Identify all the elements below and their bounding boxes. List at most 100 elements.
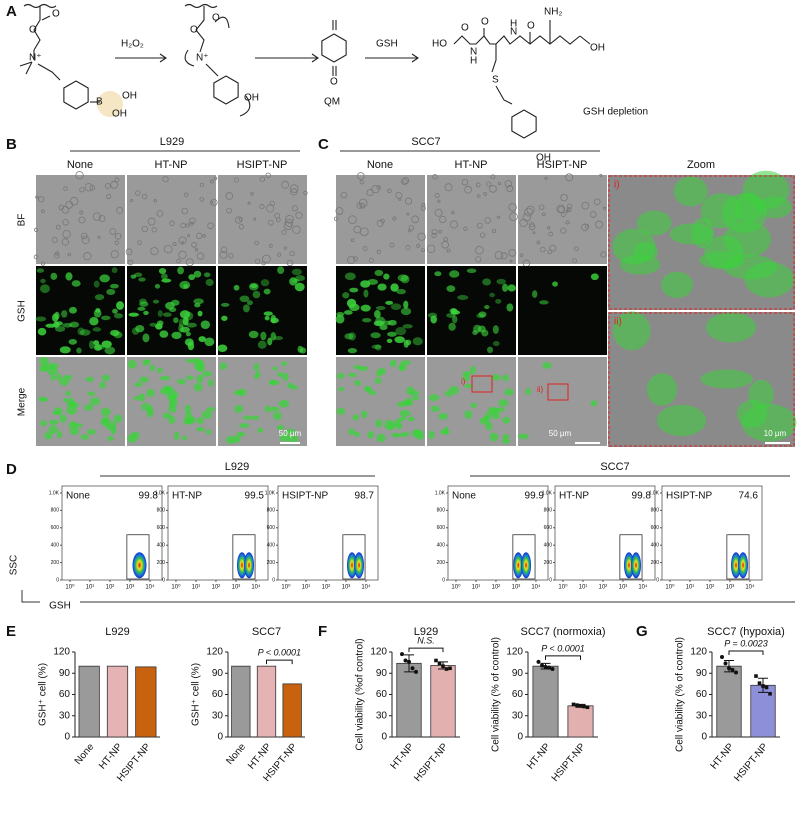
cell bbox=[416, 243, 421, 248]
bracket bbox=[545, 655, 581, 660]
cell bbox=[289, 250, 295, 257]
y-tick-label: 0 bbox=[64, 732, 70, 743]
plot-frame bbox=[167, 485, 269, 581]
cell bbox=[547, 249, 553, 255]
cell bbox=[437, 199, 441, 203]
x-tick-label: HT-NP bbox=[709, 741, 737, 771]
cell bbox=[243, 304, 250, 313]
point bbox=[730, 667, 735, 672]
cell bbox=[150, 247, 159, 256]
x-tick-label: HSIPT-NP bbox=[550, 741, 588, 784]
bar bbox=[750, 684, 776, 738]
cell bbox=[199, 182, 204, 188]
bar bbox=[135, 666, 157, 738]
cell bbox=[449, 220, 458, 229]
cell bbox=[352, 414, 360, 421]
cell bbox=[50, 375, 56, 381]
y-tick-label: 0 bbox=[549, 577, 552, 583]
cell bbox=[541, 212, 546, 217]
y-tick-label: 0 bbox=[217, 732, 223, 743]
micrograph bbox=[426, 174, 518, 264]
cell bbox=[264, 315, 270, 321]
cell bbox=[363, 289, 369, 298]
cell bbox=[205, 429, 212, 435]
cell bbox=[744, 261, 795, 298]
y-tick-label: 120 bbox=[506, 647, 523, 658]
cell bbox=[106, 194, 112, 200]
bar bbox=[106, 665, 129, 738]
cell bbox=[263, 288, 271, 295]
y-tick-label: 600 bbox=[437, 525, 446, 531]
cell bbox=[396, 288, 406, 295]
cell bbox=[492, 341, 500, 347]
y-tick-label: 200 bbox=[544, 560, 553, 566]
cell bbox=[431, 232, 437, 239]
cell bbox=[261, 261, 266, 266]
atom: O bbox=[330, 77, 338, 88]
cell bbox=[361, 410, 368, 419]
annotation: P = 0.0023 bbox=[724, 638, 767, 648]
cell bbox=[408, 225, 415, 231]
image-bg bbox=[36, 266, 125, 355]
cell bbox=[517, 433, 529, 440]
cell bbox=[65, 390, 72, 396]
cell bbox=[238, 217, 243, 222]
y-tick-label: 600 bbox=[651, 525, 660, 531]
cell bbox=[171, 394, 177, 402]
cell bbox=[247, 201, 251, 205]
cell bbox=[358, 198, 368, 208]
cell bbox=[37, 327, 47, 336]
cell bbox=[464, 383, 473, 389]
x-tick-label: 10⁴ bbox=[531, 584, 541, 591]
cell bbox=[508, 203, 517, 212]
cell bbox=[376, 249, 381, 254]
x-tick-label: 10¹ bbox=[86, 585, 95, 591]
bar bbox=[396, 662, 422, 738]
plot-name: HSIPT-NP bbox=[666, 491, 712, 502]
cell bbox=[285, 214, 294, 224]
cell bbox=[483, 191, 488, 196]
cell bbox=[272, 411, 282, 421]
cell bbox=[184, 404, 191, 413]
atom: OH bbox=[536, 153, 551, 164]
cell bbox=[62, 219, 69, 226]
cell bbox=[270, 314, 277, 324]
plot-frame bbox=[554, 485, 656, 581]
reagent: GSH bbox=[376, 39, 398, 50]
cell bbox=[196, 417, 204, 425]
cell bbox=[502, 433, 510, 441]
cell bbox=[98, 215, 106, 223]
cell bbox=[383, 273, 390, 280]
column-label: HSIPT-NP bbox=[237, 159, 288, 171]
cell bbox=[114, 232, 122, 240]
x-tick-label: 10¹ bbox=[472, 585, 481, 591]
cell bbox=[72, 423, 83, 428]
cell bbox=[565, 220, 570, 225]
cell bbox=[528, 223, 536, 231]
cell bbox=[489, 432, 499, 442]
cell bbox=[89, 340, 95, 349]
cell bbox=[397, 401, 407, 408]
cell bbox=[183, 417, 194, 425]
cell bbox=[185, 331, 191, 337]
cell bbox=[443, 426, 449, 435]
y-tick-label: 60 bbox=[512, 689, 524, 700]
cell bbox=[107, 435, 114, 441]
cell bbox=[94, 294, 105, 301]
cell bbox=[344, 333, 354, 340]
cell bbox=[421, 248, 425, 253]
point bbox=[764, 685, 769, 690]
bar bbox=[78, 665, 100, 738]
column-label: HT-NP bbox=[155, 159, 188, 171]
cell bbox=[277, 266, 285, 274]
cell bbox=[48, 425, 58, 434]
cell bbox=[593, 198, 601, 206]
cell bbox=[451, 315, 458, 324]
cell bbox=[360, 304, 371, 312]
cell bbox=[390, 283, 399, 292]
cell bbox=[186, 375, 194, 381]
cell bbox=[574, 246, 579, 251]
cell bbox=[226, 207, 232, 214]
cell bbox=[186, 358, 195, 364]
inset-label: i) bbox=[614, 180, 620, 191]
